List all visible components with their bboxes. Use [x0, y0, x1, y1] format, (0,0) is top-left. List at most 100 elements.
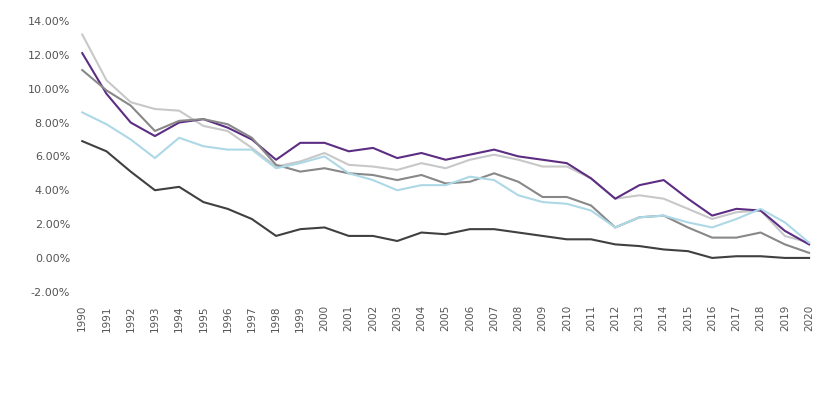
New Zealand — [368, 146, 378, 151]
New Zealand — [392, 156, 402, 161]
Japan — [150, 188, 160, 193]
United Kingdom — [416, 173, 426, 178]
Japan — [102, 149, 112, 154]
Japan — [804, 256, 814, 261]
United Kingdom — [731, 235, 741, 240]
Australia — [247, 146, 257, 151]
New Zealand — [683, 196, 693, 201]
United States — [77, 110, 87, 115]
New Zealand — [489, 147, 499, 152]
Japan — [780, 256, 790, 261]
United States — [611, 225, 621, 230]
United Kingdom — [198, 117, 208, 122]
Japan — [77, 138, 87, 143]
Japan — [561, 237, 571, 242]
Japan — [344, 234, 354, 239]
Japan — [295, 227, 305, 232]
United States — [247, 147, 257, 152]
New Zealand — [174, 120, 184, 125]
Japan — [731, 254, 741, 259]
Australia — [659, 196, 669, 201]
New Zealand — [198, 117, 208, 122]
Line: United Kingdom: United Kingdom — [82, 70, 809, 253]
United States — [344, 171, 354, 176]
Japan — [635, 244, 645, 249]
Japan — [126, 169, 136, 174]
United States — [707, 225, 717, 230]
New Zealand — [635, 183, 645, 188]
Australia — [198, 123, 208, 128]
New Zealand — [271, 157, 281, 162]
Australia — [780, 234, 790, 239]
Line: Australia: Australia — [82, 35, 809, 243]
United States — [222, 147, 232, 152]
New Zealand — [756, 208, 766, 213]
New Zealand — [247, 137, 257, 142]
United Kingdom — [561, 194, 571, 199]
New Zealand — [102, 91, 112, 96]
United States — [537, 200, 547, 205]
New Zealand — [320, 141, 330, 146]
United Kingdom — [465, 179, 475, 184]
Japan — [247, 216, 257, 221]
United Kingdom — [780, 242, 790, 247]
New Zealand — [465, 152, 475, 157]
United Kingdom — [586, 203, 596, 208]
Australia — [537, 164, 547, 169]
Japan — [198, 200, 208, 205]
New Zealand — [416, 151, 426, 156]
Japan — [659, 247, 669, 252]
United States — [126, 137, 136, 142]
United States — [513, 193, 523, 198]
United Kingdom — [77, 68, 87, 73]
Australia — [174, 108, 184, 113]
Australia — [368, 164, 378, 169]
United Kingdom — [392, 178, 402, 183]
United Kingdom — [611, 225, 621, 230]
United Kingdom — [295, 169, 305, 174]
New Zealand — [731, 206, 741, 211]
Line: Japan: Japan — [82, 141, 809, 258]
Australia — [611, 196, 621, 201]
United States — [295, 161, 305, 166]
New Zealand — [586, 176, 596, 181]
United Kingdom — [174, 118, 184, 123]
United States — [780, 220, 790, 225]
Australia — [102, 78, 112, 83]
Japan — [416, 230, 426, 235]
New Zealand — [126, 120, 136, 125]
Japan — [392, 239, 402, 244]
United States — [804, 240, 814, 245]
Japan — [368, 234, 378, 239]
United Kingdom — [247, 135, 257, 140]
United Kingdom — [271, 162, 281, 167]
United States — [198, 144, 208, 149]
New Zealand — [295, 141, 305, 146]
United States — [489, 178, 499, 183]
United Kingdom — [150, 128, 160, 133]
Japan — [611, 242, 621, 247]
Japan — [586, 237, 596, 242]
United Kingdom — [707, 235, 717, 240]
Japan — [683, 249, 693, 254]
New Zealand — [804, 242, 814, 247]
United Kingdom — [320, 166, 330, 171]
New Zealand — [537, 157, 547, 162]
Line: United States: United States — [82, 112, 809, 243]
New Zealand — [659, 178, 669, 183]
United Kingdom — [635, 215, 645, 220]
United Kingdom — [344, 171, 354, 176]
Australia — [707, 216, 717, 221]
United Kingdom — [659, 213, 669, 218]
United Kingdom — [489, 171, 499, 176]
United States — [174, 135, 184, 140]
Australia — [465, 157, 475, 162]
United States — [102, 122, 112, 127]
United Kingdom — [804, 250, 814, 255]
United States — [731, 216, 741, 221]
Japan — [707, 256, 717, 261]
New Zealand — [561, 161, 571, 166]
New Zealand — [150, 133, 160, 138]
Japan — [537, 234, 547, 239]
United States — [320, 154, 330, 159]
